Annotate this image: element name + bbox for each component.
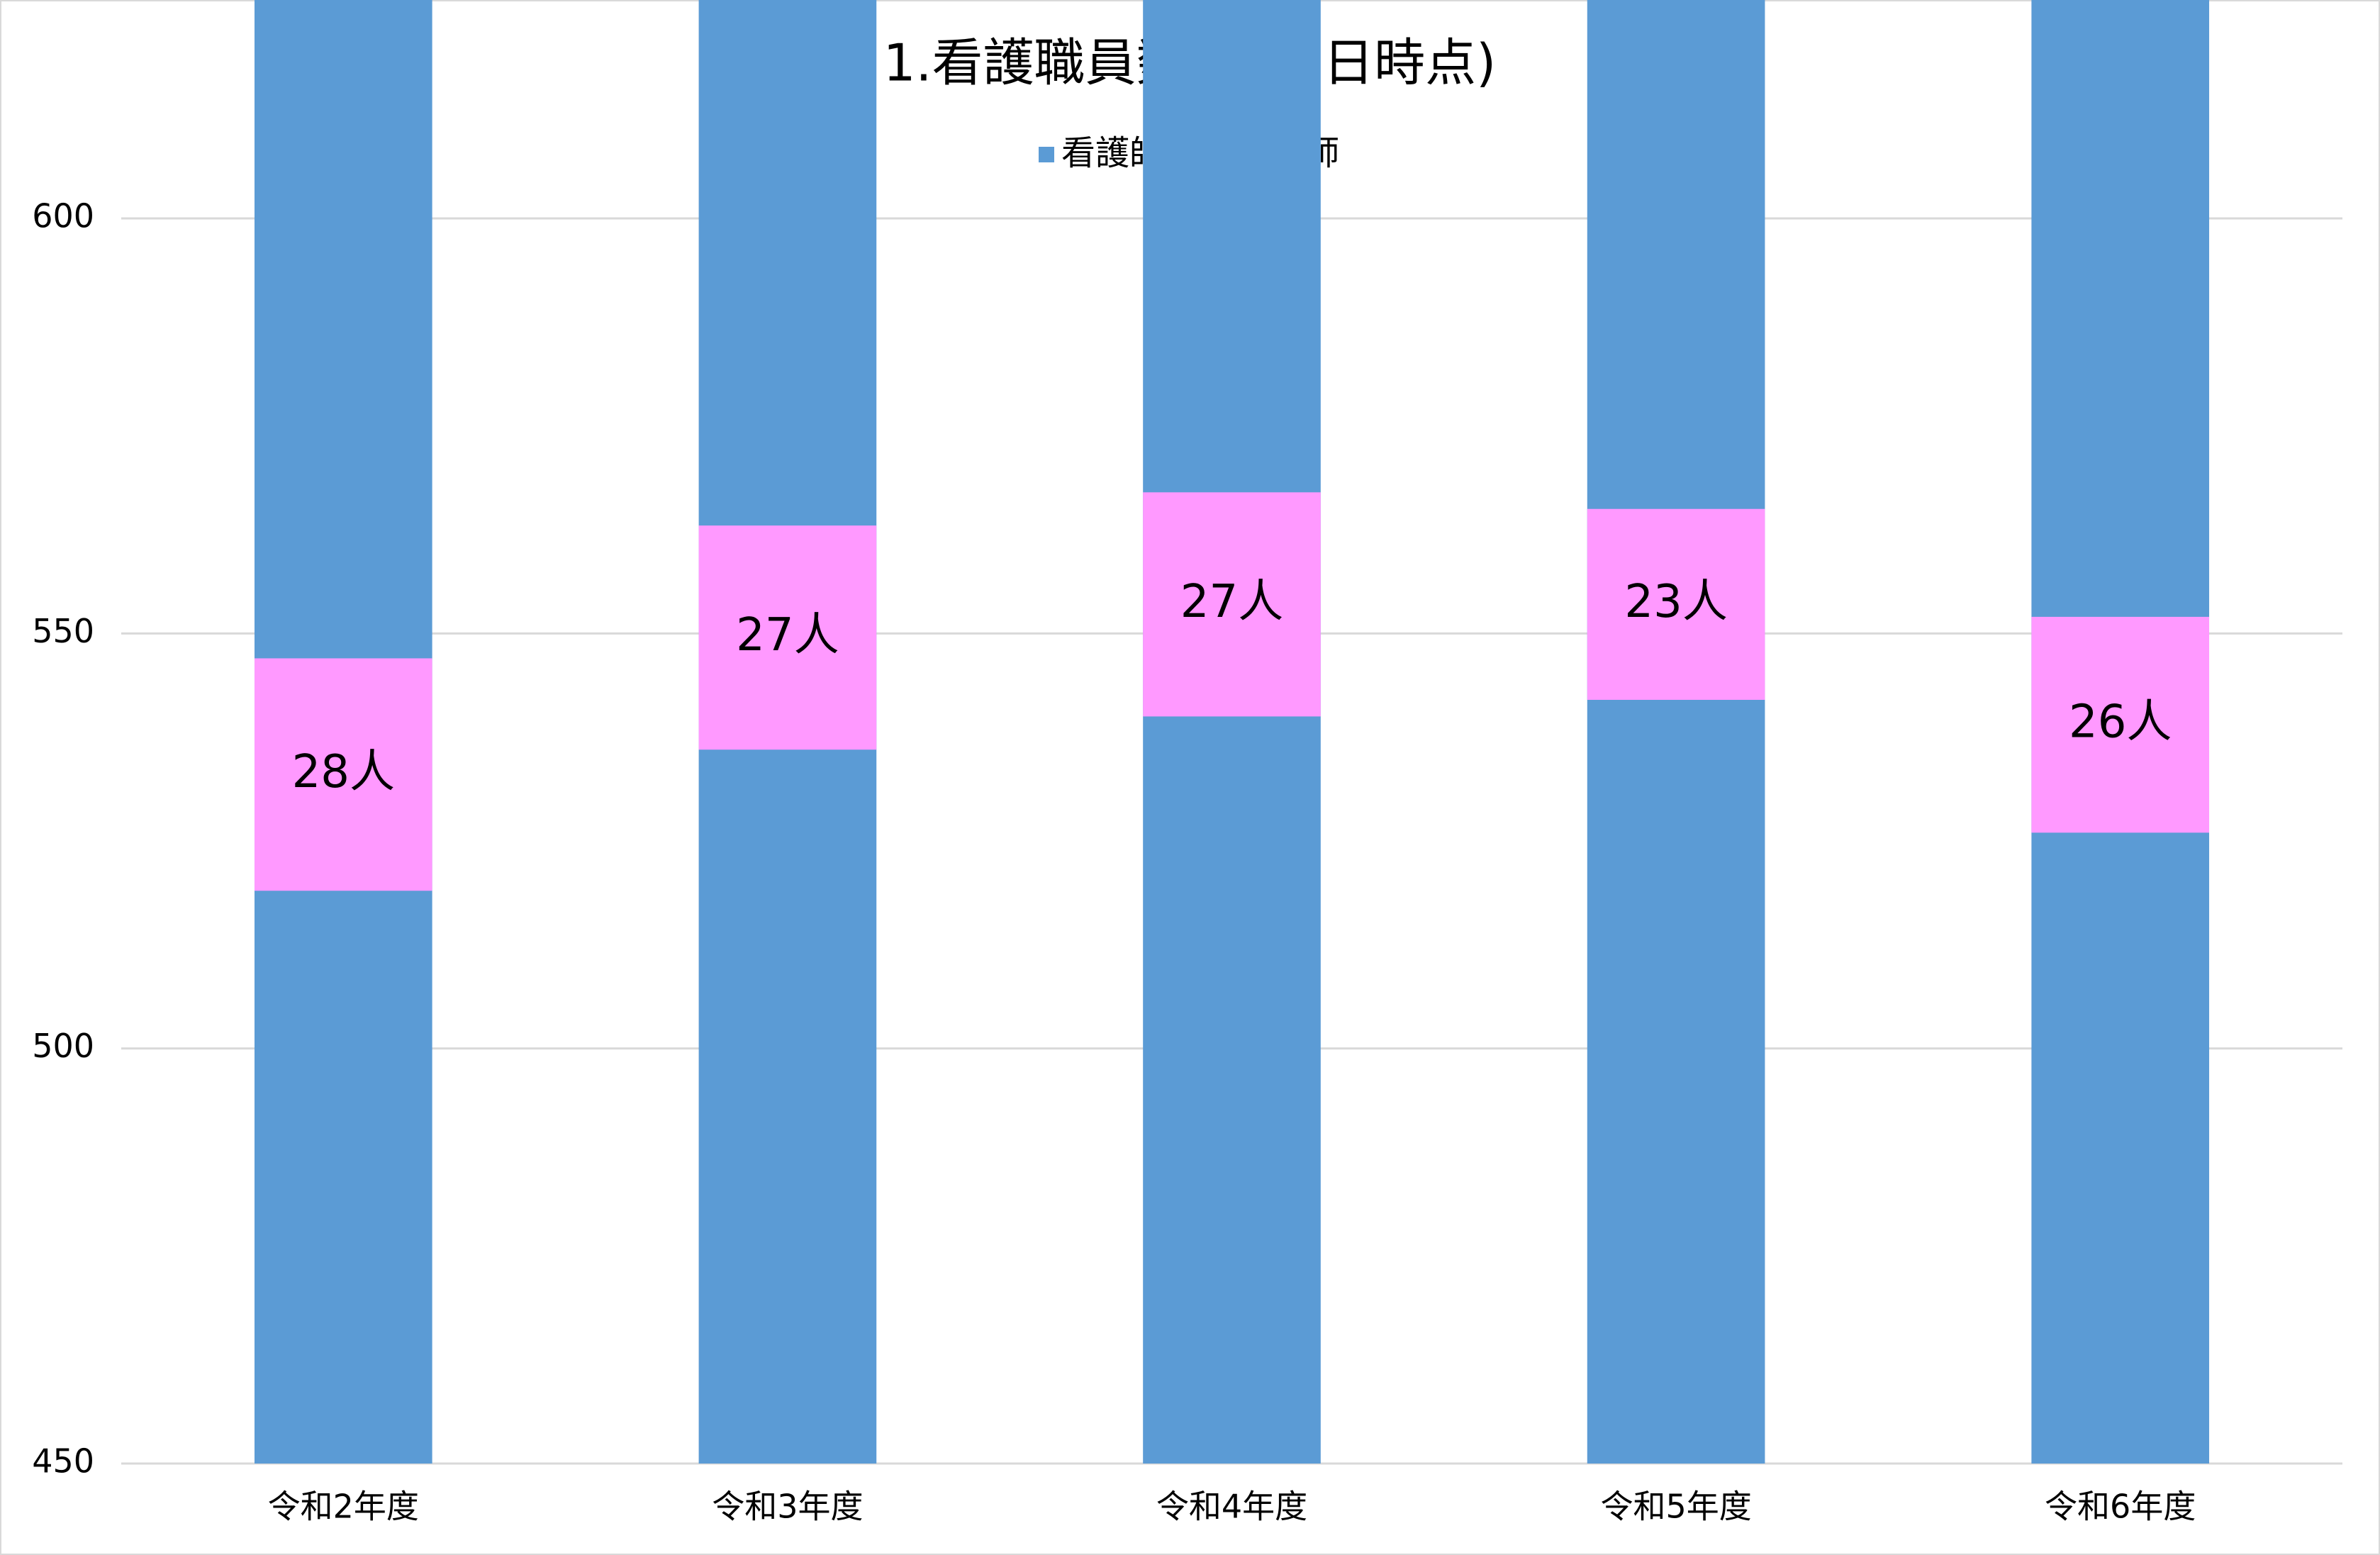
y-tick-label: 550	[32, 612, 94, 650]
x-tick-label: 令和3年度	[712, 1488, 863, 1526]
data-label: 27人	[1180, 576, 1283, 628]
bar-segment	[1143, 492, 1321, 717]
bar-segment	[1587, 508, 1765, 700]
data-label: 23人	[1624, 576, 1727, 628]
x-tick-label: 令和4年度	[1156, 1488, 1307, 1526]
x-tick-label: 令和5年度	[1600, 1488, 1751, 1526]
data-label: 27人	[736, 609, 839, 662]
x-tick-label: 令和2年度	[268, 1488, 419, 1526]
bar-segment	[254, 658, 432, 891]
bar-segment	[1587, 0, 1765, 1464]
legend-marker	[1039, 147, 1054, 162]
bar-segment	[1143, 0, 1321, 1464]
x-tick-label: 令和6年度	[2045, 1488, 2196, 1526]
y-tick-label: 600	[32, 197, 94, 235]
y-tick-label: 450	[32, 1442, 94, 1481]
data-label: 26人	[2069, 696, 2172, 749]
bar-segment	[698, 525, 877, 750]
bar-segment	[2031, 616, 2210, 833]
data-label: 28人	[292, 746, 395, 798]
y-tick-label: 500	[32, 1027, 94, 1065]
